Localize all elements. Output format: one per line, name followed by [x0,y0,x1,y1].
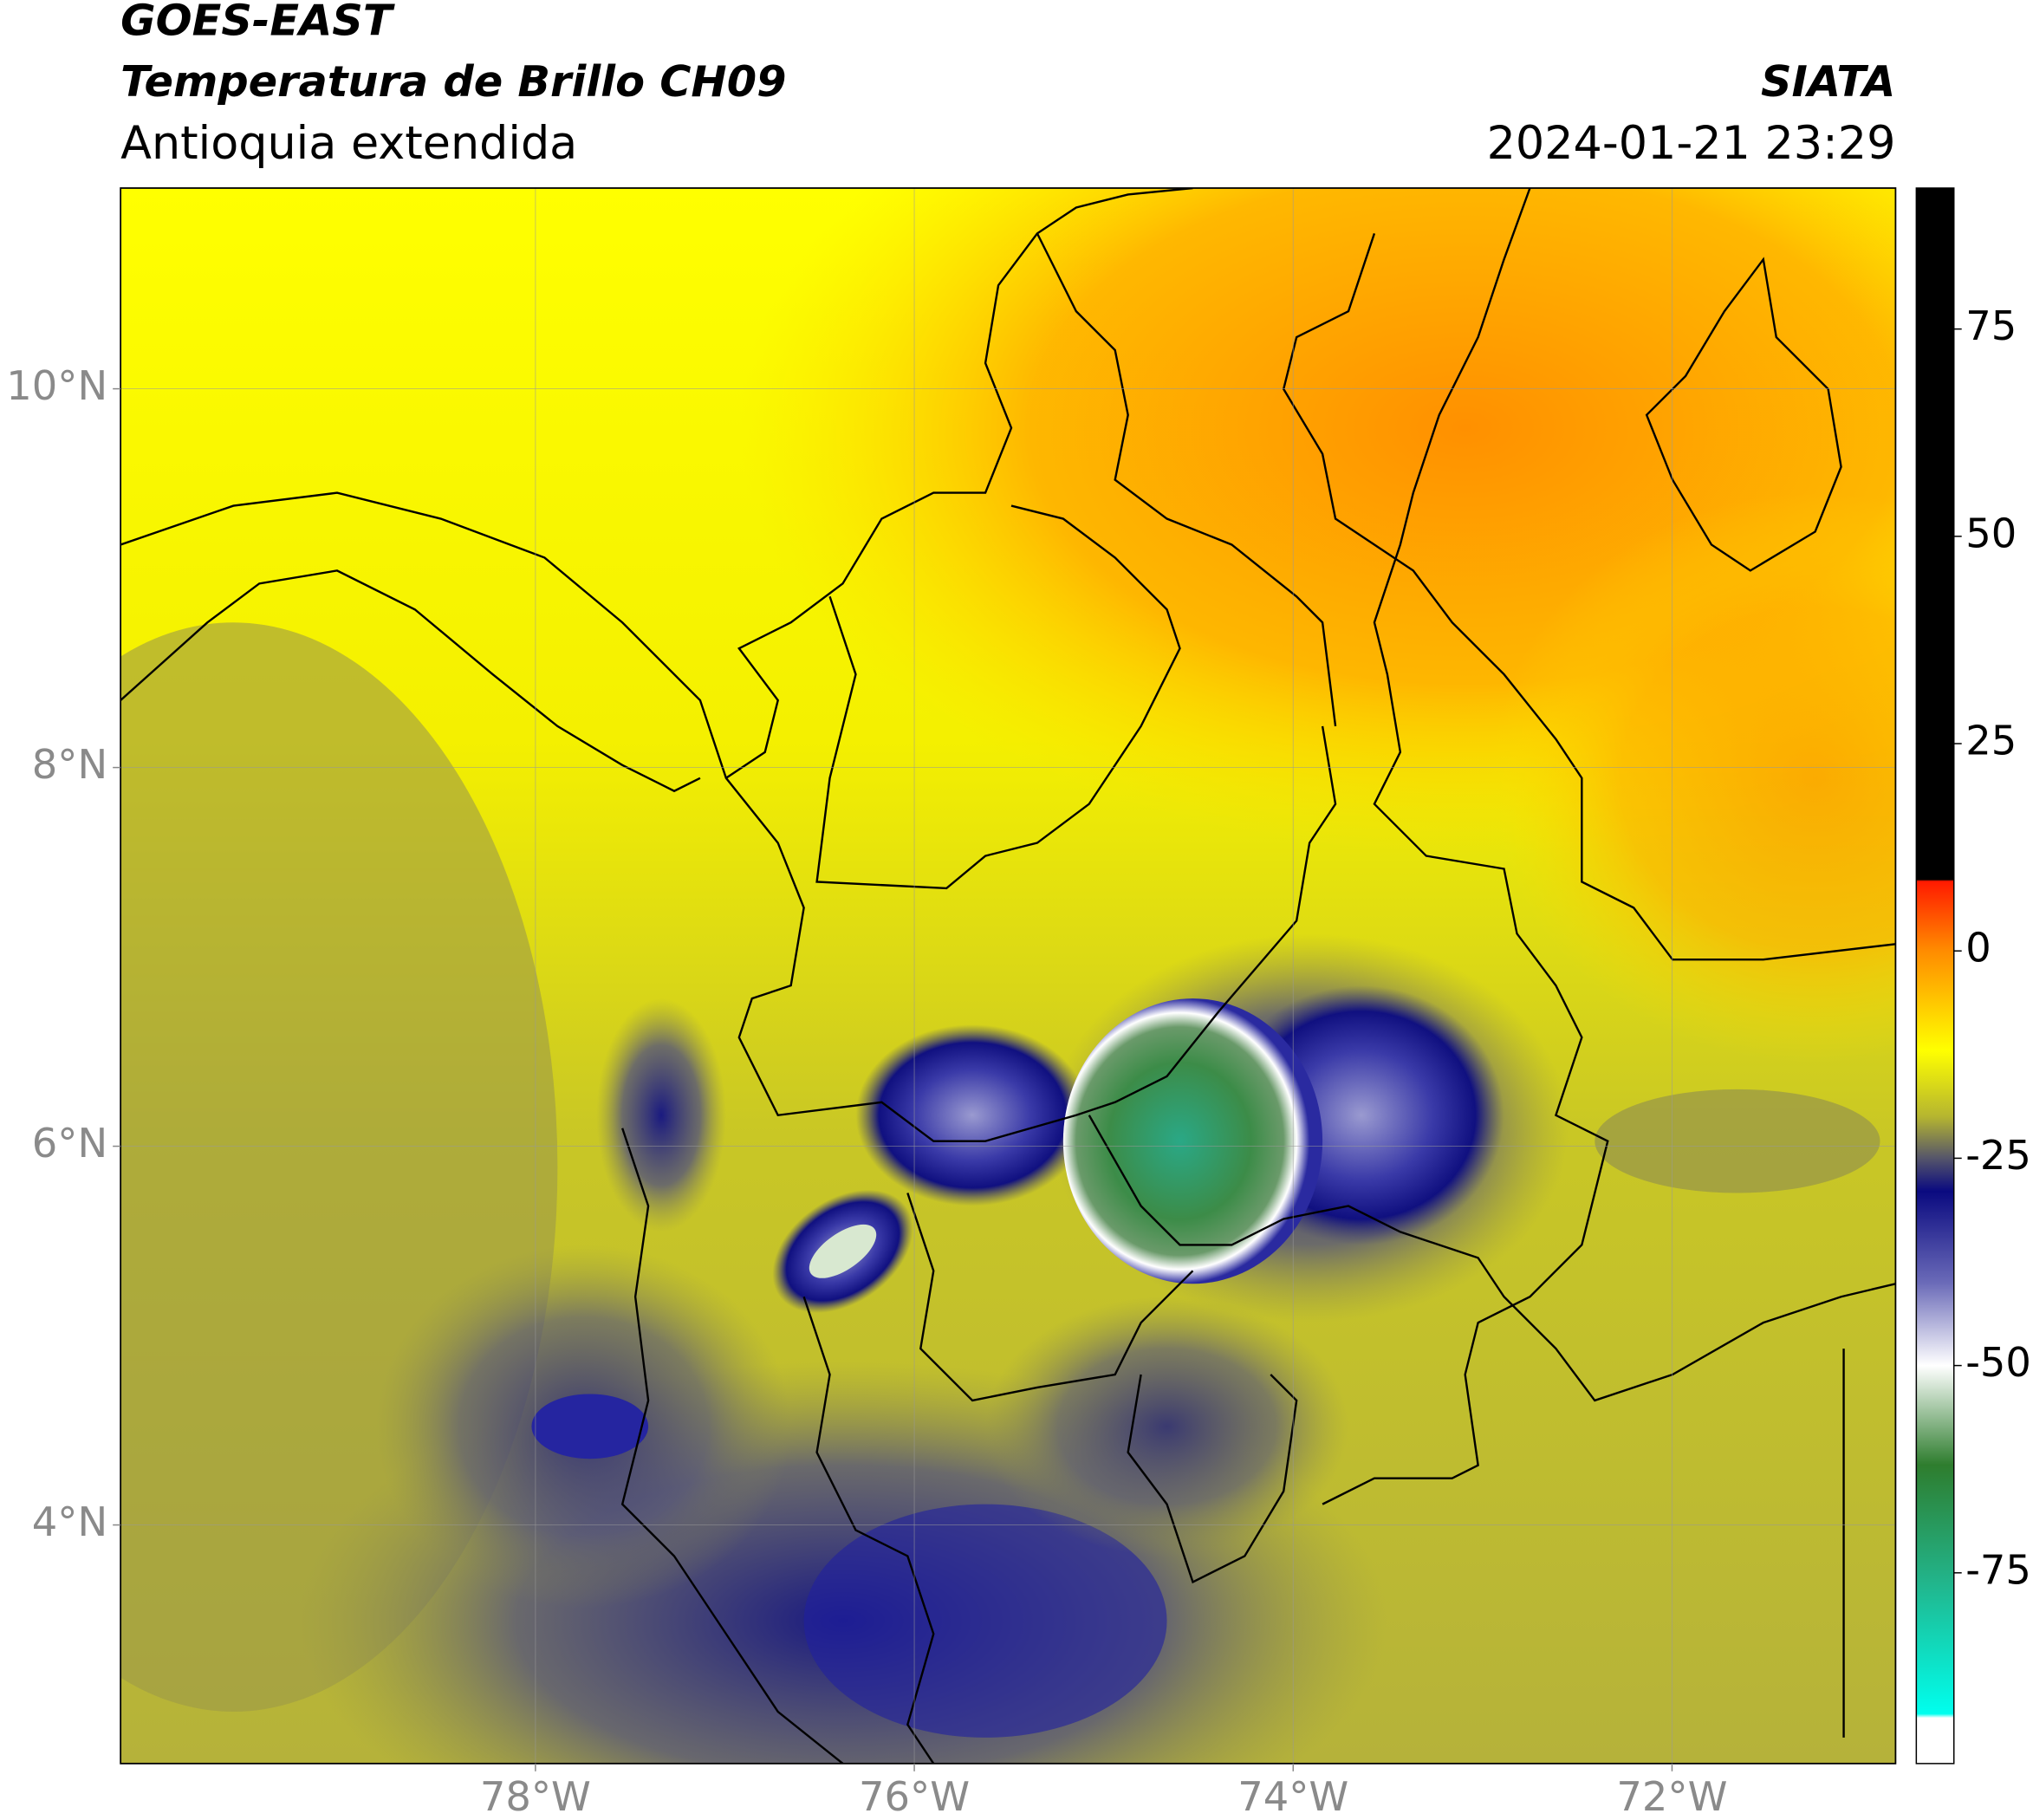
colorbar-tick-label: -75 [1965,1546,2031,1593]
y-tick-label: 10°N [6,362,107,409]
y-tick-label: 4°N [32,1498,107,1545]
colorbar-tick-label: -50 [1965,1339,2031,1386]
datetime: 2024-01-21 23:29 [1487,117,1896,170]
subtitle: Temperatura de Brillo CH09 [120,56,786,107]
x-tick-label: 78°W [480,1773,591,1820]
source: SIATA [1761,56,1895,107]
y-tick-label: 8°N [32,741,107,788]
title: GOES-EAST [120,0,395,45]
colorbar [1915,187,1955,1765]
colorbar-tick-label: 50 [1965,510,2017,556]
map-frame [120,187,1897,1765]
x-tick-label: 72°W [1616,1773,1727,1820]
x-tick-label: 76°W [859,1773,970,1820]
grid [120,188,1896,1764]
colorbar-tick-label: 75 [1965,302,2017,349]
y-tick-label: 6°N [32,1120,107,1167]
region: Antioquia extendida [120,117,577,170]
x-tick-label: 74°W [1237,1773,1348,1820]
colorbar-tick-label: 0 [1965,925,1991,972]
colorbar-tick-label: 25 [1965,718,2017,764]
colorbar-tick-label: -25 [1965,1132,2031,1179]
